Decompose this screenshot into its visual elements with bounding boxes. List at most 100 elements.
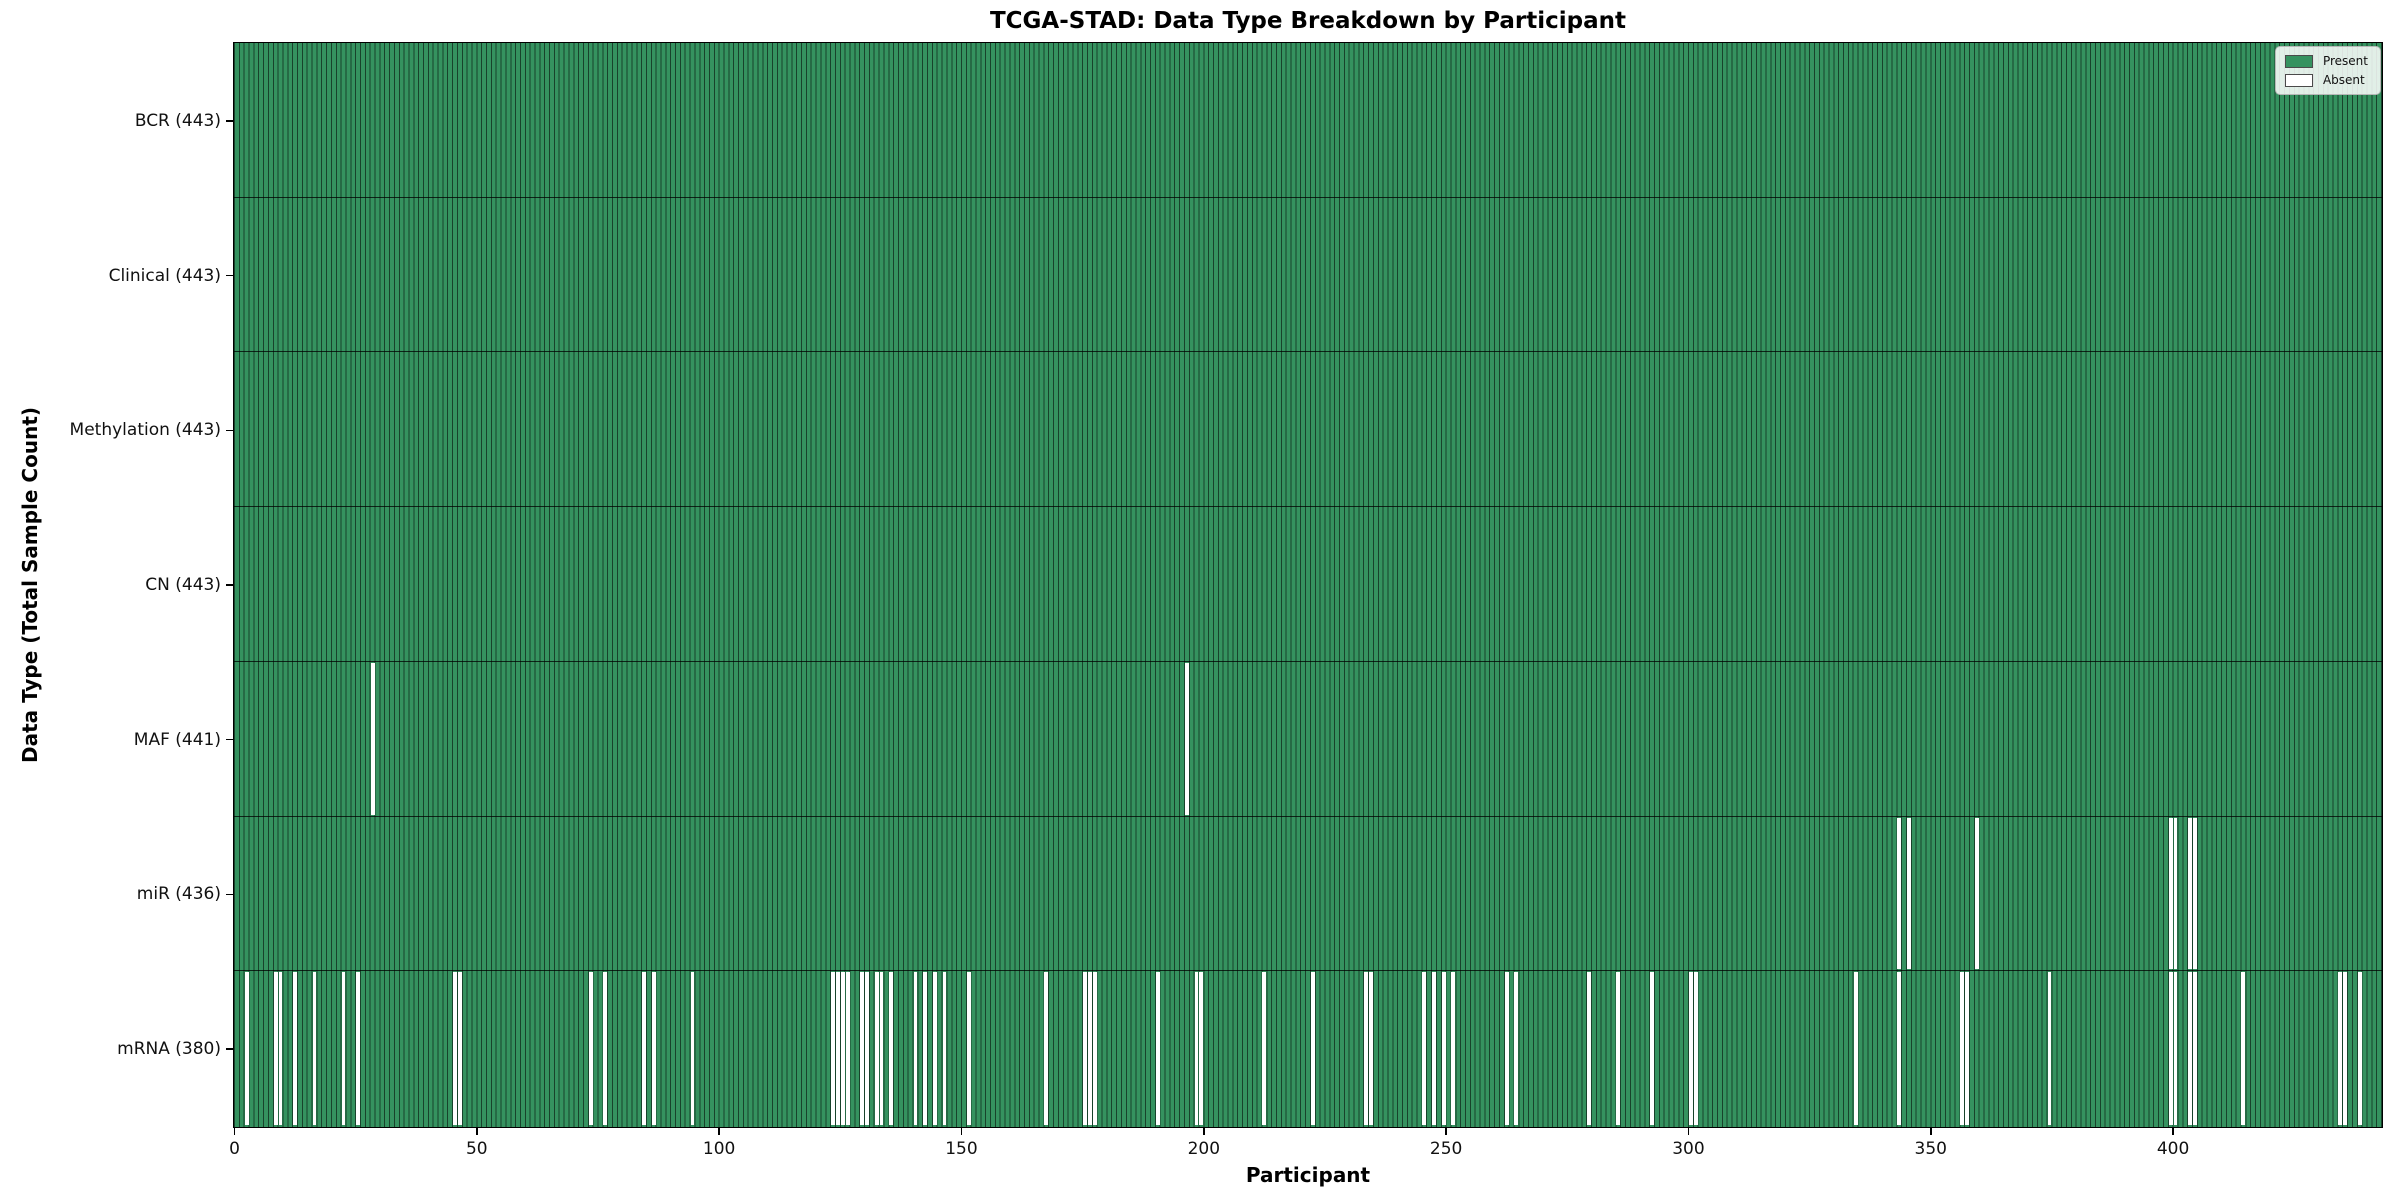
absent-gap — [874, 972, 879, 1125]
absent-gap — [840, 972, 845, 1125]
plot-row-clinical — [234, 198, 2382, 353]
legend-entry-present: Present — [2284, 54, 2368, 68]
x-tick-label: 250 — [1429, 1139, 1463, 1159]
absent-gap — [2192, 817, 2197, 970]
chart-title: TCGA-STAD: Data Type Breakdown by Partic… — [989, 8, 1626, 34]
x-tick-label: 150 — [945, 1139, 978, 1159]
absent-gap — [831, 972, 835, 1125]
absent-gap — [1451, 972, 1456, 1125]
absent-gap — [370, 662, 375, 815]
absent-gap — [1087, 972, 1092, 1125]
y-tick-label: CN (443) — [145, 575, 221, 595]
absent-gap — [1693, 972, 1698, 1125]
absent-gap — [1044, 972, 1049, 1125]
absent-gap — [845, 972, 850, 1125]
legend-label-absent: Absent — [2322, 73, 2365, 87]
absent-gap — [341, 972, 346, 1125]
plot-row-maf — [234, 662, 2382, 817]
x-tick-label: 400 — [2156, 1139, 2190, 1159]
present-swatch — [2284, 54, 2313, 68]
x-tick-mark — [2172, 1128, 2174, 1135]
x-tick-mark — [476, 1128, 478, 1135]
absent-gap — [651, 972, 656, 1125]
absent-gap — [2168, 972, 2173, 1125]
absent-gap — [1853, 972, 1858, 1125]
absent-gap — [2168, 817, 2173, 970]
absent-gap — [1504, 972, 1509, 1125]
x-tick-label: 0 — [229, 1139, 240, 1159]
x-tick-mark — [960, 1128, 963, 1135]
absent-gap — [312, 972, 317, 1125]
absent-gap — [1432, 972, 1436, 1125]
x-tick-mark — [1203, 1128, 1205, 1135]
absent-gap — [923, 972, 928, 1125]
absent-gap — [1960, 972, 1965, 1125]
absent-gap — [356, 972, 360, 1125]
absent-gap — [1965, 972, 1970, 1125]
absent-gap — [1083, 972, 1087, 1125]
absent-gap — [2192, 972, 2197, 1125]
y-tick-label: Methylation (443) — [69, 420, 221, 441]
absent-gap — [1688, 972, 1693, 1125]
plot-row-cn — [234, 507, 2382, 662]
absent-gap — [1897, 972, 1902, 1125]
absent-gap — [1369, 972, 1373, 1125]
absent-gap — [932, 972, 937, 1125]
absent-gap — [1650, 972, 1655, 1125]
absent-gap — [1514, 972, 1519, 1125]
x-tick-label: 50 — [465, 1139, 488, 1159]
absent-gap — [2173, 817, 2178, 970]
absent-gap — [1364, 972, 1369, 1125]
absent-gap — [1092, 972, 1097, 1125]
y-tick-mark — [226, 738, 233, 741]
y-tick-mark — [226, 1048, 233, 1050]
absent-gap — [244, 972, 249, 1125]
absent-gap — [457, 972, 462, 1125]
absent-gap — [1155, 972, 1160, 1125]
legend: Present Absent — [2274, 46, 2381, 95]
y-tick-label: MAF (441) — [133, 729, 221, 750]
absent-gap — [453, 972, 457, 1125]
absent-gap — [2338, 972, 2343, 1125]
absent-gap — [603, 972, 608, 1125]
x-tick-mark — [718, 1128, 720, 1135]
absent-gap — [642, 972, 646, 1125]
x-tick-mark — [233, 1128, 236, 1135]
x-tick-mark — [1687, 1128, 1690, 1135]
absent-gap — [879, 972, 884, 1125]
x-tick-mark — [1445, 1128, 1447, 1135]
x-tick-label: 350 — [1914, 1139, 1947, 1159]
absent-gap — [273, 972, 278, 1125]
x-tick-label: 100 — [702, 1139, 736, 1159]
absent-gap — [2173, 972, 2178, 1125]
absent-gap — [1587, 972, 1592, 1125]
absent-gap — [1974, 817, 1979, 970]
absent-gap — [1262, 972, 1267, 1125]
absent-gap — [278, 972, 283, 1125]
absent-gap — [1422, 972, 1427, 1125]
absent-gap — [1184, 662, 1189, 815]
plot-row-bcr — [234, 43, 2382, 198]
y-tick-mark — [226, 274, 233, 277]
x-tick-label: 200 — [1187, 1139, 1221, 1159]
absent-gap — [1194, 972, 1199, 1125]
absent-gap — [2188, 817, 2192, 970]
x-tick-label: 300 — [1672, 1139, 1705, 1159]
absent-gap — [2241, 972, 2246, 1125]
absent-gap — [966, 972, 971, 1125]
absent-gap — [293, 972, 297, 1125]
absent-gap — [865, 972, 869, 1125]
x-tick-mark — [1930, 1128, 1932, 1135]
y-tick-mark — [226, 893, 233, 896]
y-tick-mark — [226, 584, 233, 586]
y-tick-mark — [226, 429, 233, 432]
x-axis-label: Participant — [1245, 1163, 1371, 1187]
y-tick-label: BCR (443) — [134, 110, 221, 131]
absent-gap — [2343, 972, 2348, 1125]
legend-label-present: Present — [2322, 54, 2368, 68]
y-tick-label: miR (436) — [136, 884, 221, 905]
absent-gap — [1907, 817, 1911, 970]
plot-row-mrna — [234, 971, 2382, 1126]
absent-gap — [860, 972, 865, 1125]
